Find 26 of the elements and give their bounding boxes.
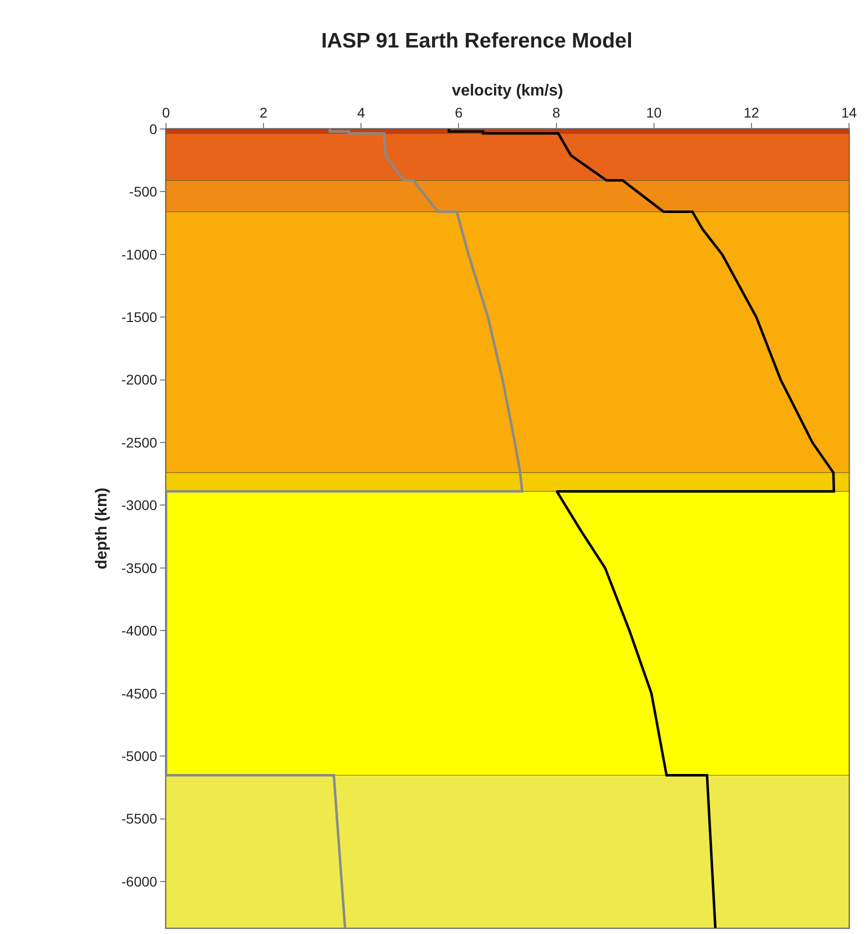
y-tick-label: -2000: [121, 372, 158, 388]
y-tick-label: -4500: [121, 685, 158, 702]
x-tick-label: 6: [454, 104, 463, 120]
y-tick-label: -3000: [121, 497, 158, 514]
y-tick-label: -500: [129, 184, 158, 200]
y-tick-label: -3500: [121, 560, 158, 576]
y-tick-label: -1000: [121, 246, 158, 262]
y-tick-label: -4000: [121, 622, 158, 639]
x-axis-title: velocity (km/s): [452, 82, 564, 100]
x-tick-label: 14: [841, 104, 857, 120]
x-tick-label: 8: [552, 104, 560, 120]
y-tick-label: -1500: [121, 309, 158, 326]
y-tick-label: 0: [149, 120, 158, 137]
y-axis-title: depth (km): [93, 488, 110, 570]
line-series: [166, 129, 524, 928]
y-tick-label: -6000: [121, 873, 158, 890]
x-tick-label: 12: [744, 104, 760, 120]
x-tick-label: 0: [162, 104, 170, 120]
y-tick-label: -2500: [121, 434, 158, 450]
y-tick-label: -5000: [121, 748, 158, 764]
y-tick-label: -5500: [121, 810, 158, 827]
chart-title: IASP 91 Earth Reference Model: [321, 29, 632, 52]
line-series: [448, 129, 836, 928]
x-tick-label: 10: [646, 104, 662, 120]
x-tick-label: 2: [260, 104, 268, 120]
x-tick-label: 4: [357, 104, 366, 120]
